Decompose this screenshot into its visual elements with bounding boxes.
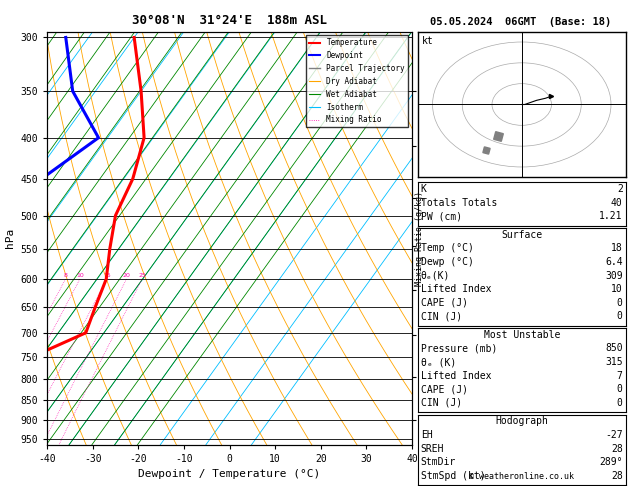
- Text: 30°08'N  31°24'E  188m ASL: 30°08'N 31°24'E 188m ASL: [132, 14, 327, 27]
- Text: 0: 0: [617, 384, 623, 394]
- Text: Mixing Ratio (g/kg): Mixing Ratio (g/kg): [415, 191, 424, 286]
- Text: 28: 28: [611, 444, 623, 453]
- Text: 309: 309: [605, 271, 623, 280]
- Text: 6.4: 6.4: [605, 257, 623, 267]
- Text: θₑ(K): θₑ(K): [421, 271, 450, 280]
- Text: Dewp (°C): Dewp (°C): [421, 257, 474, 267]
- Text: Lifted Index: Lifted Index: [421, 371, 491, 381]
- Text: Most Unstable: Most Unstable: [484, 330, 560, 340]
- Legend: Temperature, Dewpoint, Parcel Trajectory, Dry Adiabat, Wet Adiabat, Isotherm, Mi: Temperature, Dewpoint, Parcel Trajectory…: [306, 35, 408, 127]
- Text: Hodograph: Hodograph: [495, 417, 548, 426]
- Text: 18: 18: [611, 243, 623, 253]
- X-axis label: Dewpoint / Temperature (°C): Dewpoint / Temperature (°C): [138, 469, 321, 479]
- Text: CAPE (J): CAPE (J): [421, 298, 468, 308]
- Text: SREH: SREH: [421, 444, 444, 453]
- Text: Pressure (mb): Pressure (mb): [421, 344, 497, 353]
- Text: StmSpd (kt): StmSpd (kt): [421, 471, 486, 481]
- Text: CAPE (J): CAPE (J): [421, 384, 468, 394]
- Text: -27: -27: [605, 430, 623, 440]
- Text: kt: kt: [422, 36, 433, 46]
- Y-axis label: km
ASL: km ASL: [443, 238, 460, 260]
- Text: © weatheronline.co.uk: © weatheronline.co.uk: [469, 472, 574, 481]
- Y-axis label: hPa: hPa: [5, 228, 15, 248]
- Text: 05.05.2024  06GMT  (Base: 18): 05.05.2024 06GMT (Base: 18): [430, 17, 611, 27]
- Text: 7: 7: [617, 371, 623, 381]
- Text: Totals Totals: Totals Totals: [421, 198, 497, 208]
- Text: 0: 0: [617, 298, 623, 308]
- Text: PW (cm): PW (cm): [421, 211, 462, 221]
- Text: 315: 315: [605, 357, 623, 367]
- Text: 0: 0: [617, 398, 623, 408]
- Text: 8: 8: [64, 273, 67, 278]
- Text: Lifted Index: Lifted Index: [421, 284, 491, 294]
- Text: 2: 2: [617, 184, 623, 194]
- Text: EH: EH: [421, 430, 433, 440]
- Text: CIN (J): CIN (J): [421, 312, 462, 321]
- Text: 0: 0: [617, 312, 623, 321]
- Text: StmDir: StmDir: [421, 457, 456, 467]
- Text: 10: 10: [611, 284, 623, 294]
- Text: CIN (J): CIN (J): [421, 398, 462, 408]
- Text: 850: 850: [605, 344, 623, 353]
- Text: θₑ (K): θₑ (K): [421, 357, 456, 367]
- Text: Surface: Surface: [501, 230, 542, 240]
- Text: 15: 15: [103, 273, 111, 278]
- Text: LCL: LCL: [423, 398, 438, 407]
- Text: 20: 20: [123, 273, 130, 278]
- Text: 28: 28: [611, 471, 623, 481]
- Text: 40: 40: [611, 198, 623, 208]
- Text: K: K: [421, 184, 426, 194]
- Text: Temp (°C): Temp (°C): [421, 243, 474, 253]
- Text: 1.21: 1.21: [599, 211, 623, 221]
- Text: 289°: 289°: [599, 457, 623, 467]
- Text: 25: 25: [138, 273, 146, 278]
- Text: 10: 10: [76, 273, 84, 278]
